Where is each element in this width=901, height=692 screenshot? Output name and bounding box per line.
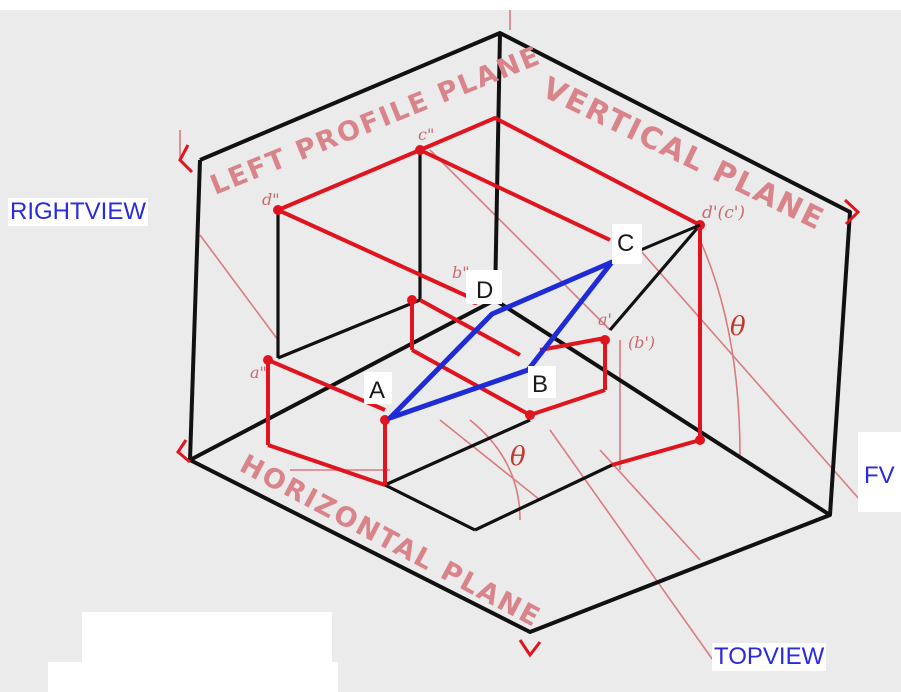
c-profile-label: c": [418, 125, 434, 144]
point-a-label: A: [369, 377, 385, 404]
a-profile-label: a": [250, 363, 267, 382]
plane-frame: [188, 31, 852, 634]
d-profile-label: d": [262, 190, 280, 209]
point-c-label: C: [617, 230, 634, 257]
point-b-box: [528, 366, 556, 398]
b-profile-label: b": [452, 263, 470, 282]
point-d-box: [466, 270, 502, 304]
top-angle-theta: θ: [510, 442, 526, 472]
point-c-box: [612, 224, 642, 264]
frame-arrowheads: [176, 144, 861, 658]
front-angle-theta: θ: [730, 312, 746, 342]
a-front-label: a': [598, 310, 612, 329]
blank-patch-bottom-left-lower: [48, 662, 338, 692]
projection-lines: [266, 116, 702, 487]
b-front-label: (b'): [628, 333, 655, 352]
solid-black-edges: [276, 150, 702, 532]
point-b-label: B: [532, 371, 548, 398]
front-view-label: FV: [862, 462, 897, 490]
top-view-label: TOPVIEW: [712, 643, 827, 671]
point-d-label: D: [476, 277, 493, 304]
point-a-box: [364, 372, 392, 404]
d-front-label: d'(c'): [702, 203, 745, 223]
right-view-label: RIGHTVIEW: [8, 198, 148, 226]
projection-dots: [263, 145, 705, 445]
blank-patch-top: [0, 0, 901, 10]
